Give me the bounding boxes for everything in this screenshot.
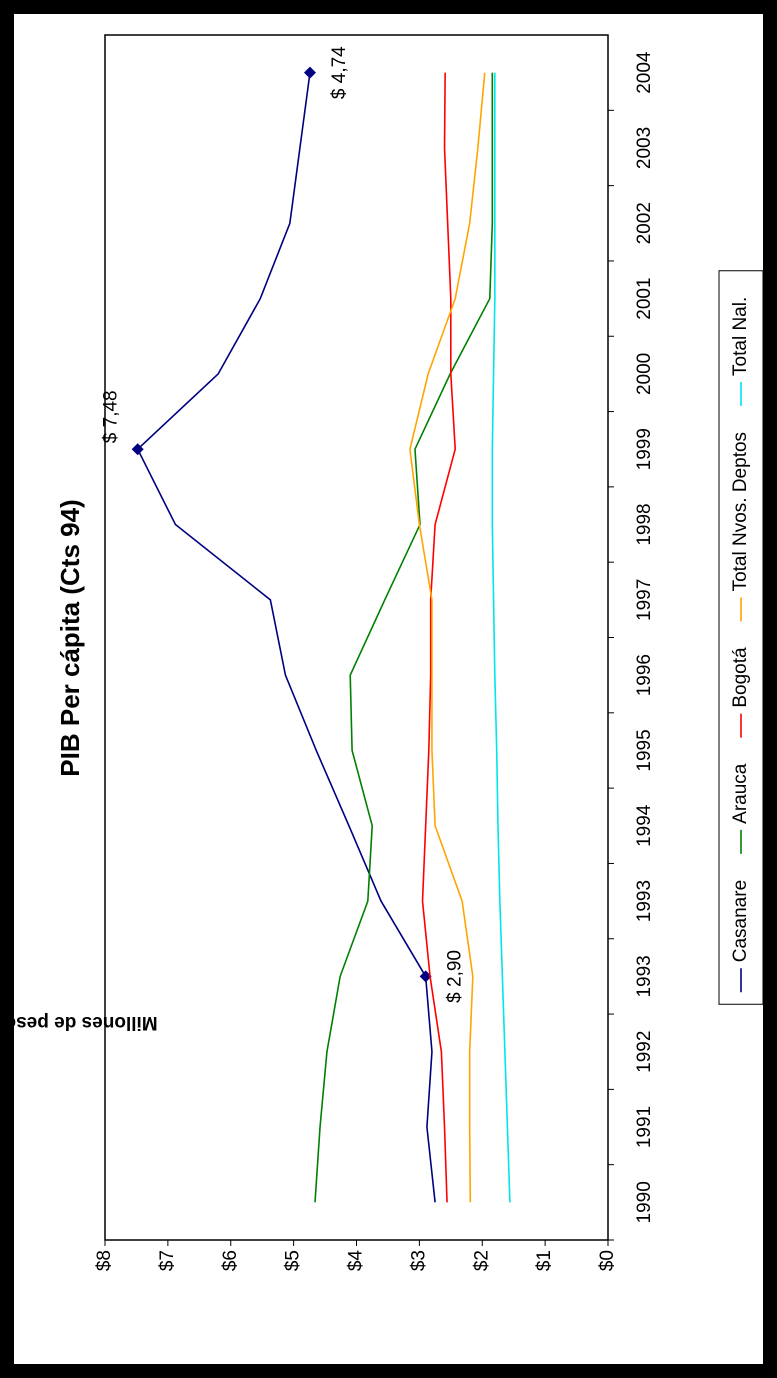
x-tick-label: 1996 [634, 654, 655, 696]
data-label: $ 7,48 [101, 390, 122, 443]
x-tick-label: 1993 [634, 880, 655, 922]
chart-title: PIB Per cápita (Cts 94) [55, 499, 85, 776]
data-marker [131, 443, 144, 456]
series-line [314, 72, 494, 1203]
x-tick-label: 1995 [634, 729, 655, 771]
data-label: $ 4,74 [329, 46, 350, 99]
x-tick-label: 1994 [634, 804, 655, 847]
y-tick-label: $6 [220, 1250, 241, 1271]
y-tick-label: $5 [283, 1250, 304, 1271]
x-tick-label: 1991 [634, 1106, 655, 1148]
y-tick-label: $3 [408, 1250, 429, 1271]
x-tick-label: 2002 [634, 202, 655, 244]
series-line [409, 72, 486, 1203]
data-marker [419, 970, 432, 983]
x-tick-label: 1990 [634, 1181, 655, 1223]
legend-box [718, 270, 764, 1005]
y-tick-label: $8 [94, 1250, 115, 1271]
chart-background [14, 14, 763, 1364]
x-tick-label: 2000 [634, 353, 655, 395]
x-tick-label: 2004 [634, 51, 655, 94]
x-tick-label: 2001 [634, 277, 655, 319]
data-marker [303, 66, 316, 79]
series-line [136, 72, 436, 1203]
y-tick-label: $4 [346, 1250, 367, 1272]
legend-label: Bogotá [730, 647, 751, 708]
legend-label: Total Nal. [730, 297, 751, 376]
y-tick-label: $0 [597, 1250, 618, 1271]
series-line [491, 72, 511, 1203]
x-tick-label: 1992 [634, 1031, 655, 1073]
y-tick-label: $1 [534, 1250, 555, 1271]
x-tick-label: 1999 [634, 428, 655, 470]
y-axis-title: Millones de pesos 1994 [0, 1012, 158, 1033]
x-tick-label: 2003 [634, 127, 655, 169]
rotated-chart: PIB Per cápita (Cts 94) Millones de peso… [0, 34, 764, 1272]
x-tick-label: 1997 [634, 579, 655, 621]
y-tick-label: $7 [157, 1250, 178, 1271]
x-tick-label: 1998 [634, 503, 655, 545]
legend-label: Casanare [730, 880, 751, 962]
x-tick-label: 1993 [634, 955, 655, 997]
legend-label: Arauca [730, 763, 751, 824]
legend-label: Total Nvos. Deptos [730, 432, 751, 591]
series-line [421, 72, 457, 1203]
data-label: $ 2,90 [445, 950, 466, 1003]
y-tick-label: $2 [471, 1250, 492, 1271]
